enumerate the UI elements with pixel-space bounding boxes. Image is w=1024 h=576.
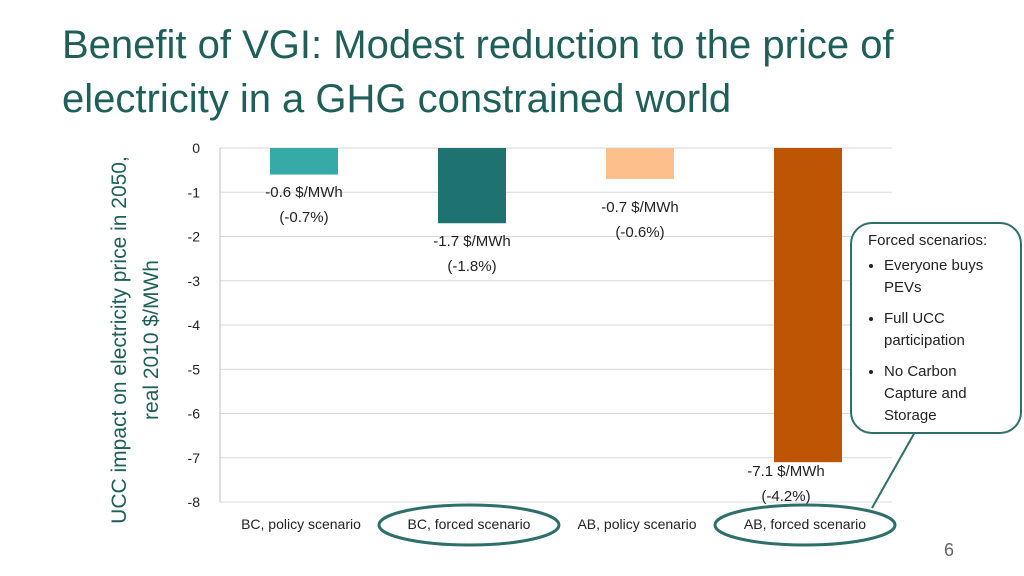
y-tick-label: -5 [188, 361, 201, 377]
y-tick-label: -2 [188, 229, 201, 245]
callout-item: Full UCC participation [884, 308, 1012, 352]
forced-scenarios-callout: Forced scenarios: Everyone buys PEVs Ful… [850, 222, 1022, 434]
data-label: (-0.7%) [279, 209, 328, 226]
bar [438, 148, 506, 224]
data-label: -0.7 $/MWh [601, 199, 679, 216]
x-tick-label: AB, forced scenario [744, 516, 866, 532]
highlight-ellipse [377, 503, 561, 547]
y-tick-label: -6 [188, 406, 201, 422]
y-tick-label: -1 [188, 184, 201, 200]
data-label: -0.6 $/MWh [265, 184, 343, 201]
page-number: 6 [944, 540, 955, 560]
data-label: -1.7 $/MWh [433, 233, 511, 250]
y-tick-label: 0 [192, 140, 200, 156]
data-label: -7.1 $/MWh [747, 463, 825, 480]
bar [606, 148, 674, 179]
highlight-ellipse [713, 503, 897, 547]
callout-pointer [871, 431, 916, 509]
callout-list: Everyone buys PEVs Full UCC participatio… [868, 255, 1012, 427]
callout-item: No Carbon Capture and Storage [884, 361, 1012, 427]
data-label: (-4.2%) [761, 488, 810, 505]
y-tick-label: -7 [188, 450, 201, 466]
y-tick-label: -8 [188, 494, 201, 510]
callout-title: Forced scenarios: [868, 232, 988, 249]
x-tick-label: BC, forced scenario [408, 516, 531, 532]
x-tick-label: BC, policy scenario [241, 516, 361, 532]
data-label: (-1.8%) [447, 258, 496, 275]
callout-item: Everyone buys PEVs [884, 255, 1012, 299]
data-label: (-0.6%) [615, 224, 664, 241]
slide-title: Benefit of VGI: Modest reduction to the … [62, 23, 894, 121]
y-tick-label: -4 [188, 317, 201, 333]
bar [270, 148, 338, 175]
y-tick-label: -3 [188, 273, 201, 289]
x-tick-label: AB, policy scenario [577, 516, 696, 532]
bar [774, 148, 842, 463]
